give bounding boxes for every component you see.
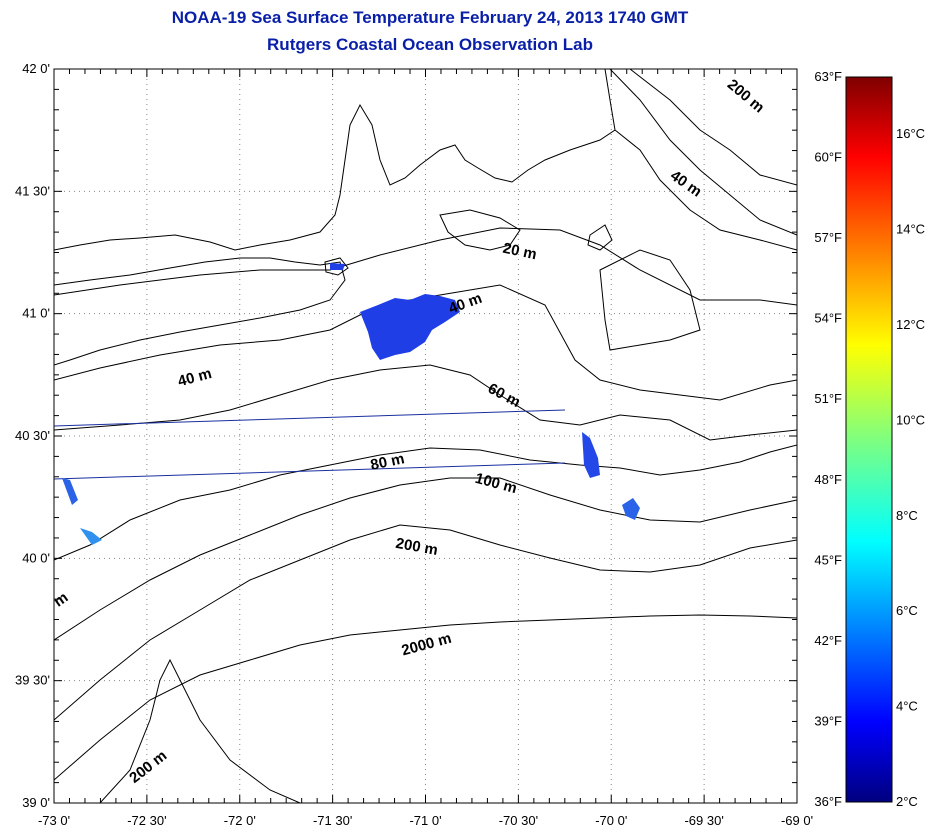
colorbar-f-label: 57°F: [814, 230, 842, 245]
lon-label: -69 30': [684, 813, 723, 828]
map-content: [54, 69, 797, 803]
contour-100m: [54, 477, 797, 641]
axis-labels: 42 0' 41 30' 41 0' 40 30' 40 0' 39 30' 39 0' -7…: [15, 61, 813, 828]
sst-patch-main: [360, 294, 460, 360]
colorbar-f-label: 39°F: [814, 713, 842, 728]
contour-200m: [54, 524, 797, 721]
colorbar-c-label: 8°C: [896, 508, 918, 523]
lat-label: 41 30': [15, 183, 50, 198]
colorbar-f-label: 54°F: [814, 311, 842, 326]
colorbar-f-label: 63°F: [814, 69, 842, 84]
contour-200m-ne: [629, 69, 797, 186]
colorbar: [845, 76, 893, 803]
lat-label: 42 0': [22, 61, 50, 76]
nantucket: [587, 224, 613, 251]
lon-label: -69 0': [781, 813, 813, 828]
sst-patch-east-a: [582, 432, 600, 478]
contour-200m-south: [99, 658, 301, 803]
lat-label: 39 30': [15, 673, 50, 688]
contour-20m: [54, 227, 797, 306]
sst-patch-west-a: [62, 478, 78, 505]
colorbar-f-label: 45°F: [814, 552, 842, 567]
lon-label: -71 0': [409, 813, 441, 828]
colorbar-labels: 63°F 60°F 57°F 54°F 51°F 48°F 45°F 42°F 39°F 36°F…: [814, 69, 925, 809]
map-title: NOAA-19 Sea Surface Temperature February…: [171, 8, 689, 27]
contour-40m-a: [54, 284, 797, 401]
contour-2000m: [54, 614, 797, 781]
colorbar-c-label: 2°C: [896, 794, 918, 809]
depth-label: 80 m: [369, 450, 406, 474]
colorbar-c-label: 4°C: [896, 699, 918, 714]
lon-label: -70 30': [499, 813, 538, 828]
long-island: [54, 257, 346, 366]
depth-label: 20 m: [501, 240, 538, 264]
colorbar-c-label: 6°C: [896, 603, 918, 618]
coastline-north: [54, 69, 616, 251]
contour-60m: [54, 364, 797, 441]
map-area: [54, 69, 797, 803]
contour-40m-b: [609, 69, 797, 236]
sst-patch-east-b: [622, 498, 640, 520]
track-line-upper: [54, 409, 566, 427]
colorbar-f-label: 48°F: [814, 472, 842, 487]
shoals: [599, 249, 701, 351]
lat-label: 39 0': [22, 795, 50, 810]
map-subtitle: Rutgers Coastal Ocean Observation Lab: [267, 35, 593, 54]
colorbar-f-label: 60°F: [814, 150, 842, 165]
colorbar-f-label: 51°F: [814, 391, 842, 406]
lat-label: 40 30': [15, 428, 50, 443]
lon-label: -72 0': [224, 813, 256, 828]
colorbar-c-label: 14°C: [896, 222, 925, 237]
colorbar-c-label: 10°C: [896, 412, 925, 427]
track-line-lower: [54, 462, 566, 480]
contour-80m: [54, 444, 797, 561]
sst-patch-west-b: [80, 528, 102, 545]
lat-label: 41 0': [22, 306, 50, 321]
lon-label: -73 0': [38, 813, 70, 828]
axis-ticks: [53, 68, 798, 804]
sst-patch-small-north: [330, 263, 345, 270]
colorbar-f-label: 36°F: [814, 794, 842, 809]
marthas-vineyard: [439, 209, 521, 251]
colorbar-c-label: 16°C: [896, 126, 925, 141]
colorbar-f-label: 42°F: [814, 633, 842, 648]
lat-label: 40 0': [22, 550, 50, 565]
colorbar-c-label: 12°C: [896, 317, 925, 332]
lon-label: -70 0': [595, 813, 627, 828]
lon-label: -72 30': [127, 813, 166, 828]
lon-label: -71 30': [313, 813, 352, 828]
cape-cod: [614, 129, 797, 251]
